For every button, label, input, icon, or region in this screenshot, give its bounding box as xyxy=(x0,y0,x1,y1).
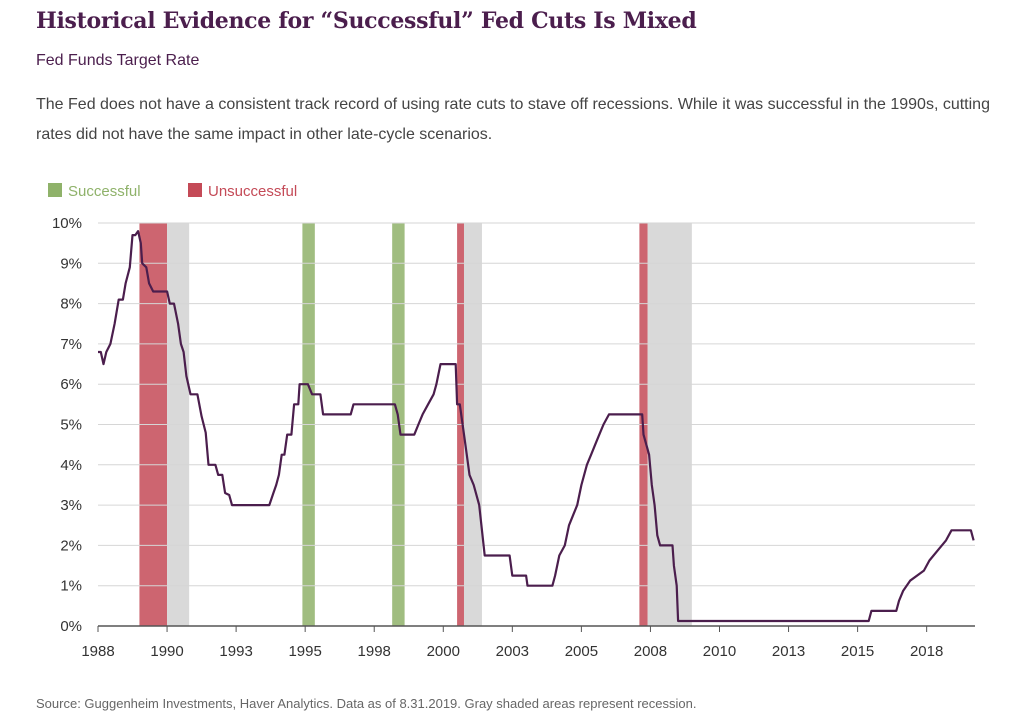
legend-label-1: Unsuccessful xyxy=(208,183,297,200)
y-axis: 0% 1% 2% 3% 4% 5% 6% 7% 8% 9% 10% xyxy=(52,215,82,635)
y-tick-label-8: 8% xyxy=(60,296,82,313)
y-tick-label-3: 3% xyxy=(60,497,82,514)
chart-legend: Successful Unsuccessful xyxy=(48,183,297,200)
x-tick-label-12: 2018 xyxy=(910,643,943,660)
x-tick-label-8: 2008 xyxy=(634,643,667,660)
x-tick-label-4: 1998 xyxy=(358,643,391,660)
x-tick-label-3: 1995 xyxy=(288,643,321,660)
x-tick-label-1: 1990 xyxy=(150,643,183,660)
chart-description: The Fed does not have a consistent track… xyxy=(36,96,990,143)
x-tick-label-0: 1988 xyxy=(81,643,114,660)
series-layer xyxy=(98,230,975,623)
y-tick-label-9: 9% xyxy=(60,255,82,272)
source-note: Source: Guggenheim Investments, Haver An… xyxy=(36,696,697,711)
y-tick-label-1: 1% xyxy=(60,578,82,595)
x-tick-label-7: 2005 xyxy=(565,643,598,660)
x-tick-label-5: 2000 xyxy=(427,643,460,660)
y-tick-label-7: 7% xyxy=(60,336,82,353)
chart-subtitle: Fed Funds Target Rate xyxy=(36,52,200,69)
x-tick-label-10: 2013 xyxy=(772,643,805,660)
x-axis: 1988 1990 1993 1995 1998 2000 2003 2005 2008 2010… xyxy=(81,625,975,660)
y-tick-label-6: 6% xyxy=(60,376,82,393)
grid-layer xyxy=(98,222,975,627)
legend-swatch-0 xyxy=(48,183,62,197)
x-tick-label-11: 2015 xyxy=(841,643,874,660)
legend-label-0: Successful xyxy=(68,183,141,200)
x-tick-label-2: 1993 xyxy=(219,643,252,660)
series-line-0 xyxy=(98,230,975,623)
y-tick-label-10: 10% xyxy=(52,215,82,232)
x-tick-label-6: 2003 xyxy=(496,643,529,660)
chart-title: Historical Evidence for “Successful” Fed… xyxy=(36,8,697,34)
fed-funds-chart: Successful Unsuccessful 0% 1% 2% 3% 4% 5% 6% 7% 8… xyxy=(48,183,975,660)
y-tick-label-4: 4% xyxy=(60,457,82,474)
legend-swatch-1 xyxy=(188,183,202,197)
x-tick-label-9: 2010 xyxy=(703,643,736,660)
y-tick-label-5: 5% xyxy=(60,417,82,434)
y-tick-label-0: 0% xyxy=(60,618,82,635)
y-tick-label-2: 2% xyxy=(60,537,82,554)
